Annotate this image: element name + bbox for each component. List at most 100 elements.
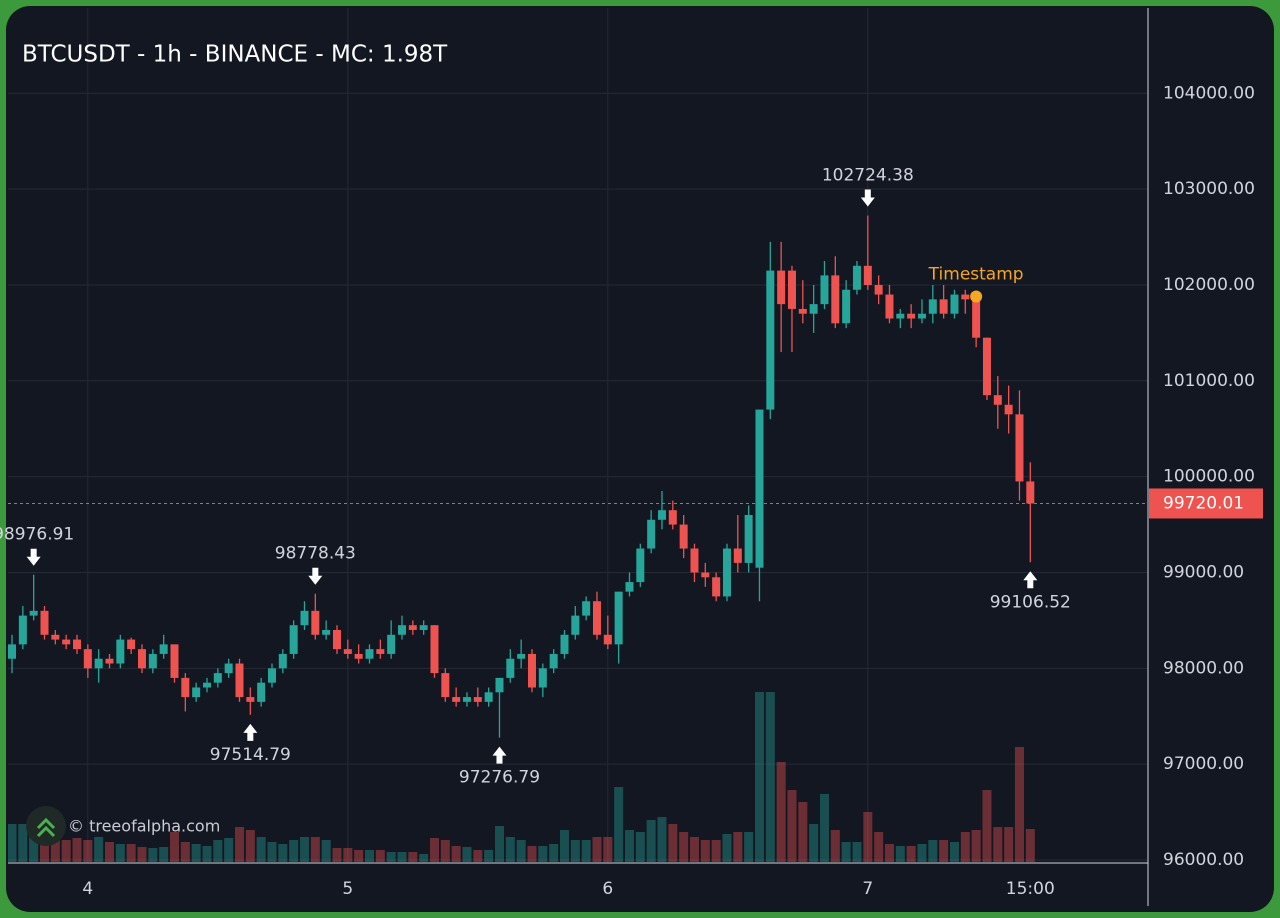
- volume-bar: [754, 692, 764, 862]
- candle-body: [668, 510, 677, 525]
- candle-body: [679, 524, 688, 549]
- panel: [6, 6, 1274, 912]
- candle-body: [105, 658, 114, 664]
- candle-body: [701, 572, 710, 578]
- volume-bar: [1014, 747, 1024, 862]
- marker-label: 97514.79: [210, 745, 291, 765]
- volume-bar: [516, 840, 526, 862]
- candle-body: [777, 270, 786, 305]
- candle-body: [560, 634, 569, 654]
- candle-body: [647, 519, 656, 549]
- watermark: © treeofalpha.com: [68, 817, 220, 836]
- y-tick-label: 96000.00: [1163, 850, 1244, 870]
- marker-arrow: [243, 723, 258, 741]
- candle-body: [538, 668, 547, 688]
- volume-bar: [397, 852, 407, 862]
- candle-body: [506, 658, 515, 678]
- candle-body: [831, 275, 840, 324]
- volume-bar: [906, 846, 916, 862]
- volume-bar: [939, 840, 949, 862]
- candle-body: [820, 275, 829, 305]
- volume-bar: [72, 838, 82, 862]
- volume-bar: [928, 840, 938, 862]
- volume-bar: [819, 794, 829, 862]
- volume-bar: [245, 830, 255, 862]
- candle-body: [690, 548, 699, 573]
- x-tick-label: 5: [342, 879, 353, 899]
- event-dot: [970, 290, 983, 303]
- candle-body: [376, 649, 385, 654]
- volume-bar: [733, 832, 743, 862]
- candle-body: [603, 634, 612, 645]
- candle-body: [657, 510, 666, 520]
- candle-body: [159, 644, 168, 654]
- candle-body: [94, 658, 103, 669]
- candle-body: [972, 299, 981, 338]
- logo-icon: [36, 817, 56, 838]
- volume-bar: [1025, 829, 1035, 862]
- volume-bar: [429, 838, 439, 862]
- volume-bar: [657, 817, 667, 862]
- volume-bar: [646, 820, 656, 862]
- volume-bar: [180, 842, 190, 862]
- candle-layer: [8, 215, 1035, 738]
- candle-body: [549, 653, 558, 669]
- candle-body: [408, 625, 417, 630]
- volume-bar: [505, 837, 515, 862]
- volume-bar: [278, 844, 288, 862]
- volume-bar: [744, 832, 754, 862]
- candle-body: [235, 663, 244, 698]
- candle-body: [961, 294, 970, 300]
- volume-bar: [104, 842, 114, 862]
- volume-bar: [213, 840, 223, 862]
- volume-bar: [711, 840, 721, 862]
- grid: [8, 8, 1148, 863]
- marker-label: 98778.43: [275, 544, 356, 564]
- volume-bar: [1004, 827, 1014, 862]
- x-tick-label: 4: [82, 879, 93, 899]
- candle-body: [484, 692, 493, 702]
- x-tick-label: 15:00: [1006, 879, 1055, 899]
- volume-bar: [50, 837, 60, 862]
- volume-bar: [310, 837, 320, 862]
- volume-bar: [61, 840, 71, 862]
- marker-label: 102724.38: [822, 166, 914, 186]
- volume-bar: [570, 840, 580, 862]
- candle-body: [192, 687, 201, 698]
- candle-body: [495, 677, 504, 693]
- y-tick-label: 97000.00: [1163, 754, 1244, 774]
- volume-bar: [256, 837, 266, 862]
- candle-body: [722, 548, 731, 597]
- volume-bar: [884, 844, 894, 862]
- volume-bar: [354, 850, 364, 862]
- volume-bar: [603, 837, 613, 862]
- volume-bar: [375, 850, 385, 862]
- candle-body: [982, 337, 991, 396]
- volume-bar: [668, 824, 678, 862]
- volume-bar: [462, 847, 472, 862]
- volume-layer: [8, 692, 1035, 862]
- candle-body: [213, 673, 222, 683]
- volume-bar: [971, 830, 981, 862]
- candle-body: [116, 639, 125, 664]
- candle-body: [354, 653, 363, 659]
- candle-body: [917, 313, 926, 319]
- volume-bar: [224, 838, 234, 862]
- candle-body: [571, 615, 580, 635]
- volume-bar: [538, 846, 548, 862]
- candle-body: [712, 577, 721, 597]
- volume-bar: [765, 692, 775, 862]
- volume-bar: [137, 847, 147, 862]
- candle-body: [787, 270, 796, 309]
- volume-bar: [527, 846, 537, 862]
- volume-bar: [809, 824, 819, 862]
- candle-body: [441, 673, 450, 698]
- volume-bar: [581, 840, 591, 862]
- volume-bar: [700, 840, 710, 862]
- candle-body: [863, 265, 872, 285]
- volume-bar: [917, 844, 927, 862]
- candle-body: [322, 629, 331, 635]
- volume-bar: [549, 844, 559, 862]
- candle-body: [744, 514, 753, 563]
- candle-body: [83, 649, 92, 669]
